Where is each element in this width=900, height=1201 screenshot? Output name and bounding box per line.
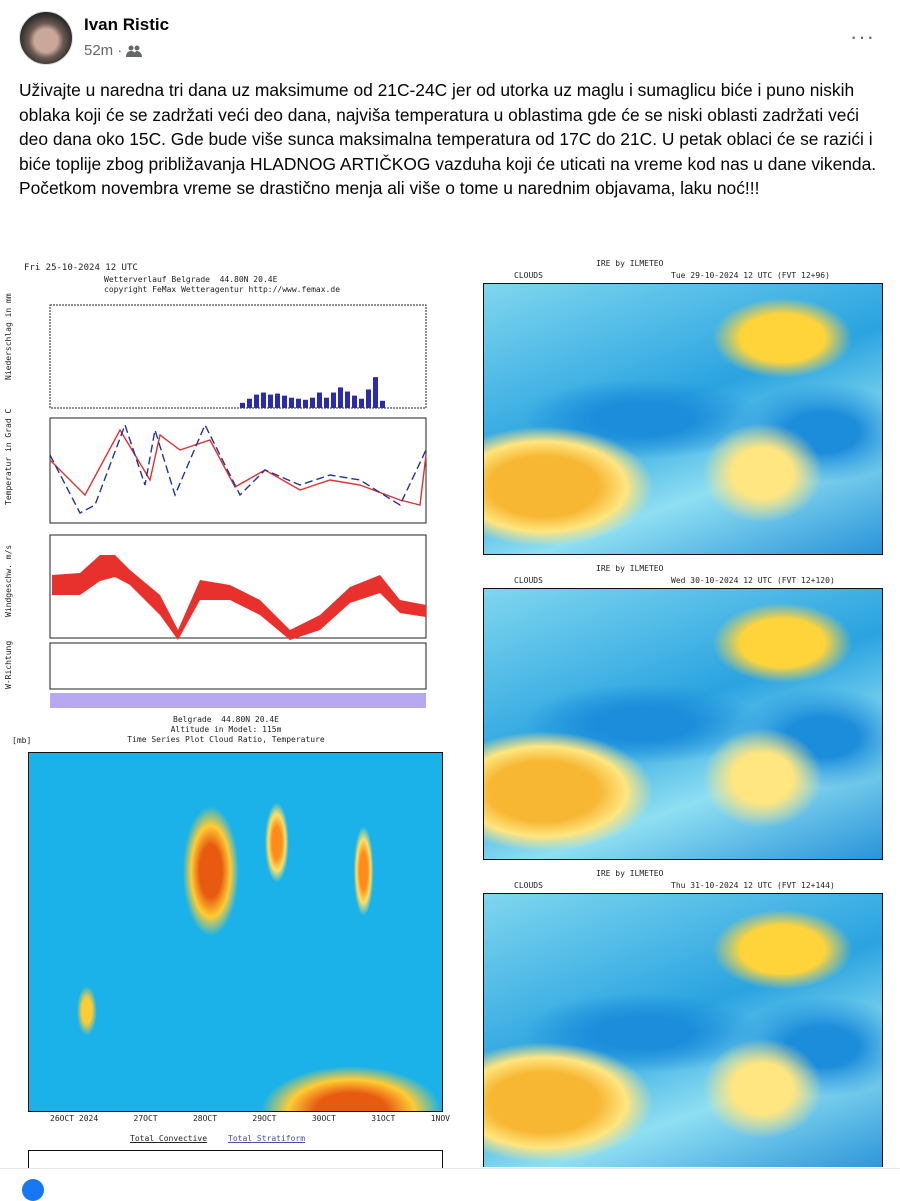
precip-bar xyxy=(317,392,322,408)
precip-bar xyxy=(261,392,266,408)
cloud-plot-area xyxy=(28,752,443,1112)
precip-bar xyxy=(254,394,259,408)
cloud-map xyxy=(483,283,883,555)
precip-bar xyxy=(240,402,245,408)
map-header: IRE by ILMETEO xyxy=(596,869,664,878)
meteogram-date: Fri 25-10-2024 12 UTC xyxy=(24,263,138,273)
map-time: Thu 31-10-2024 12 UTC (FVT 12+144) xyxy=(671,881,835,890)
post-time[interactable]: 52m xyxy=(84,42,114,59)
meteogram-title: Wetterverlauf Belgrade 44.80N 20.4E xyxy=(104,275,278,284)
precip-bar xyxy=(324,397,329,408)
precip-bar xyxy=(303,399,308,408)
post-footer xyxy=(0,1168,900,1201)
cloud-title-3: Time Series Plot Cloud Ratio, Temperatur… xyxy=(127,735,325,744)
panel-label: W-Richtung xyxy=(4,640,13,689)
more-dots-icon[interactable]: ··· xyxy=(850,24,875,49)
cloud-map xyxy=(483,893,883,1167)
map-header: IRE by ILMETEO xyxy=(596,564,664,573)
precip-bar xyxy=(366,389,371,408)
precip-bar xyxy=(275,393,280,408)
unit-label: [mb] xyxy=(12,736,32,745)
precip-bar xyxy=(296,398,301,408)
precip-bar xyxy=(268,394,273,408)
precip-bar xyxy=(380,400,385,408)
cloud-plot-image[interactable]: Belgrade 44.80N 20.4E Altitude in Model:… xyxy=(0,712,452,1168)
legend-stratiform: Total Stratiform xyxy=(228,1134,306,1143)
author-avatar[interactable] xyxy=(19,11,73,65)
map-time: Wed 30-10-2024 12 UTC (FVT 12+120) xyxy=(671,576,835,585)
meteogram-chart xyxy=(49,304,427,708)
precip-bar xyxy=(338,387,343,408)
separator: · xyxy=(117,42,123,59)
meteogram-copyright: copyright FeMax Wetteragentur http://www… xyxy=(104,285,341,294)
cloud-map xyxy=(483,588,883,860)
cloud-map-image[interactable]: IRE by ILMETEO CLOUDS Wed 30-10-2024 12 … xyxy=(456,560,900,862)
x-tick: 29OCT xyxy=(252,1114,277,1123)
cloud-title-1: Belgrade 44.80N 20.4E xyxy=(173,715,279,724)
panel-label: Windgeschw. m/s xyxy=(4,544,13,617)
precip-bar xyxy=(247,398,252,408)
precip-bar xyxy=(359,398,364,408)
meteogram-image[interactable]: Fri 25-10-2024 12 UTC Wetterverlauf Belg… xyxy=(0,255,452,708)
like-icon[interactable] xyxy=(22,1179,44,1201)
precip-bar xyxy=(331,392,336,408)
author-name[interactable]: Ivan Ristic xyxy=(84,15,170,34)
map-header: IRE by ILMETEO xyxy=(596,259,664,268)
x-tick: 26OCT 2024 xyxy=(50,1114,99,1123)
lower-chart xyxy=(28,1150,443,1168)
panel-label: Temperatur in Grad C xyxy=(4,408,13,505)
x-tick: 1NOV xyxy=(430,1114,450,1123)
x-tick: 27OCT xyxy=(133,1114,158,1123)
cloud-map-image[interactable]: IRE by ILMETEO CLOUDS Tue 29-10-2024 12 … xyxy=(456,255,900,557)
post-meta: 52m · xyxy=(84,42,143,59)
friends-icon xyxy=(126,45,143,57)
cloud-map-image[interactable]: IRE by ILMETEO CLOUDS Thu 31-10-2024 12 … xyxy=(456,865,900,1167)
precip-bar xyxy=(352,395,357,408)
panel-label: Niederschlag in mm xyxy=(4,293,13,380)
cloud-title-2: Altitude in Model: 115m xyxy=(170,725,282,734)
map-label: CLOUDS xyxy=(514,881,543,890)
precip-bar xyxy=(289,397,294,408)
post-text: Uživajte u naredna tri dana uz maksimume… xyxy=(19,80,877,199)
map-label: CLOUDS xyxy=(514,576,543,585)
legend-convective: Total Convective xyxy=(130,1134,208,1143)
x-tick: 30OCT xyxy=(311,1114,336,1123)
precip-bar xyxy=(282,395,287,408)
map-time: Tue 29-10-2024 12 UTC (FVT 12+96) xyxy=(671,271,830,280)
precip-bar xyxy=(310,397,315,408)
map-label: CLOUDS xyxy=(514,271,543,280)
x-axis: 26OCT 2024 27OCT 28OCT 29OCT 30OCT 31OCT 1NOV xyxy=(50,1114,450,1123)
precip-bar xyxy=(345,391,350,408)
precip-bar xyxy=(373,377,378,408)
x-tick: 31OCT xyxy=(371,1114,396,1123)
x-tick: 28OCT xyxy=(192,1114,218,1123)
